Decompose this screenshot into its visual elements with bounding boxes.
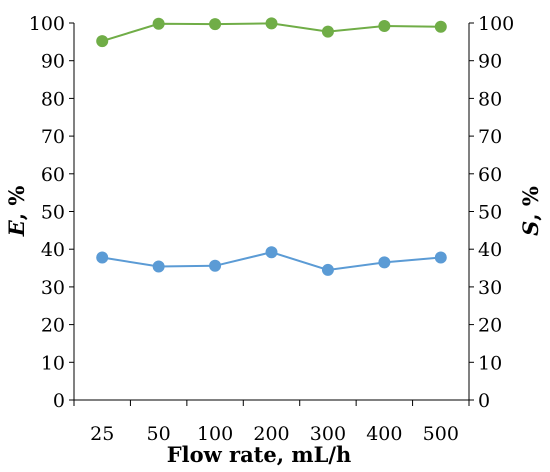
data-point	[378, 20, 391, 33]
data-point	[265, 246, 278, 259]
x-tick-label: 500	[423, 423, 459, 445]
y-tick-label-right: 0	[478, 390, 490, 412]
y-tick-label-right: 60	[478, 164, 502, 186]
y-tick-label-right: 10	[478, 352, 502, 374]
series-layer	[96, 17, 447, 276]
data-point	[152, 260, 165, 273]
data-point	[321, 25, 334, 38]
data-point	[209, 18, 222, 31]
data-point	[434, 251, 447, 264]
data-point	[434, 20, 447, 33]
x-axis-title: Flow rate, mL/h	[167, 442, 352, 467]
data-point	[209, 259, 222, 272]
axes	[73, 23, 470, 401]
y-tick-label-right: 70	[478, 126, 502, 148]
x-tick-label: 50	[147, 423, 171, 445]
series-1	[96, 246, 447, 276]
y-tick-label-left: 90	[41, 51, 65, 73]
y-tick-label-right: 40	[478, 239, 502, 261]
y-tick-label-left: 0	[53, 390, 65, 412]
data-point	[96, 35, 109, 48]
y-tick-label-right: 100	[478, 13, 514, 35]
x-tick-label: 300	[310, 423, 346, 445]
y-axis-title-left-symbol: E	[4, 219, 29, 237]
x-tick-label: 400	[366, 423, 402, 445]
data-point	[321, 263, 334, 276]
y-tick-label-left: 60	[41, 164, 65, 186]
x-tick-label: 200	[253, 423, 289, 445]
y-tick-label-right: 80	[478, 88, 502, 110]
y-tick-label-left: 20	[41, 315, 65, 337]
y-axis-title-right-unit: , %	[518, 186, 543, 221]
y-tick-label-left: 80	[41, 88, 65, 110]
y-tick-label-right: 90	[478, 51, 502, 73]
data-point	[152, 17, 165, 30]
y-tick-label-right: 20	[478, 315, 502, 337]
y-axis-title-left-unit: , %	[4, 186, 29, 221]
series-0	[96, 17, 447, 48]
y-axis-title-right: S, %	[518, 186, 543, 236]
data-point	[96, 251, 109, 264]
y-tick-label-left: 40	[41, 239, 65, 261]
y-tick-label-left: 30	[41, 277, 65, 299]
y-axis-title-left: E, %	[4, 186, 29, 238]
y-tick-label-left: 70	[41, 126, 65, 148]
ticks: 0 0 10 10 20 20 30 30 40 40 50 50 60 60 70 70 80 80 90 90 10…	[29, 13, 515, 445]
data-point	[378, 256, 391, 269]
y-tick-label-right: 30	[478, 277, 502, 299]
y-tick-label-left: 10	[41, 352, 65, 374]
data-point	[265, 17, 278, 30]
y-axis-title-right-symbol: S	[518, 221, 543, 236]
y-tick-label-left: 50	[41, 202, 65, 224]
y-tick-label-right: 50	[478, 202, 502, 224]
x-tick-label: 100	[197, 423, 233, 445]
x-tick-label: 25	[90, 423, 114, 445]
y-tick-label-left: 100	[29, 13, 65, 35]
